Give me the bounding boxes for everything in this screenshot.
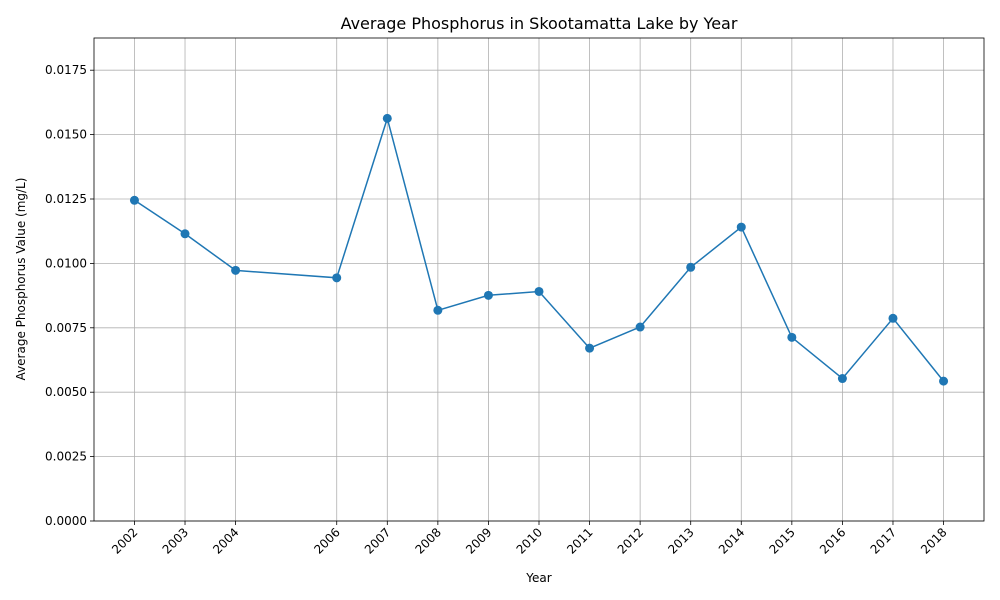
x-tick-label: 2014 [716, 525, 747, 556]
data-point [534, 286, 544, 296]
data-point [129, 195, 139, 205]
data-point [180, 229, 190, 239]
plot-frame [93, 37, 985, 522]
x-tick-label: 2008 [412, 525, 443, 556]
x-tick-label: 2011 [564, 525, 595, 556]
y-tick-label: 0.0000 [45, 514, 87, 528]
data-point [787, 332, 797, 342]
y-tick-label: 0.0100 [45, 256, 87, 270]
y-tick-label: 0.0075 [45, 321, 87, 335]
data-point [736, 222, 746, 232]
y-tick-label: 0.0150 [45, 128, 87, 142]
x-tick-label: 2013 [665, 525, 696, 556]
x-tick-label: 2015 [766, 525, 797, 556]
x-tick-label: 2017 [868, 525, 899, 556]
x-tick-label: 2003 [160, 525, 191, 556]
x-tick-label: 2010 [514, 525, 545, 556]
x-tick-label: 2007 [362, 525, 393, 556]
y-tick-label: 0.0125 [45, 192, 87, 206]
data-point [382, 113, 392, 123]
x-tick-label: 2006 [311, 525, 342, 556]
x-tick-label: 2009 [463, 525, 494, 556]
series-line [134, 115, 945, 382]
x-axis: 2002 2003 2004 2006 2007 2008 2009 2010 2011 2012… [109, 521, 950, 557]
y-axis-label: Average Phosphorus Value (mg/L) [14, 178, 28, 381]
chart-title: Average Phosphorus in Skootamatta Lake b… [341, 14, 738, 33]
y-tick-label: 0.0175 [45, 63, 87, 77]
x-tick-label: 2018 [918, 525, 949, 556]
data-point [483, 290, 493, 300]
x-tick-label: 2012 [615, 525, 646, 556]
y-tick-label: 0.0025 [45, 450, 87, 464]
data-point [433, 305, 443, 315]
x-tick-label: 2016 [817, 525, 848, 556]
data-point [585, 343, 595, 353]
y-tick-label: 0.0050 [45, 385, 87, 399]
x-tick-label: 2002 [109, 525, 140, 556]
x-tick-label: 2004 [210, 525, 241, 556]
x-axis-label: Year [525, 571, 551, 585]
data-point [837, 374, 847, 384]
y-axis: 0.0000 0.0025 0.0050 0.0075 0.0100 0.0125 0.01… [45, 63, 94, 528]
data-point [635, 322, 645, 332]
data-point [231, 265, 241, 275]
gridlines [94, 38, 984, 522]
data-point [332, 273, 342, 283]
data-point [939, 376, 949, 386]
data-point [888, 313, 898, 323]
data-point [686, 262, 696, 272]
series-phosphorus [129, 113, 949, 386]
